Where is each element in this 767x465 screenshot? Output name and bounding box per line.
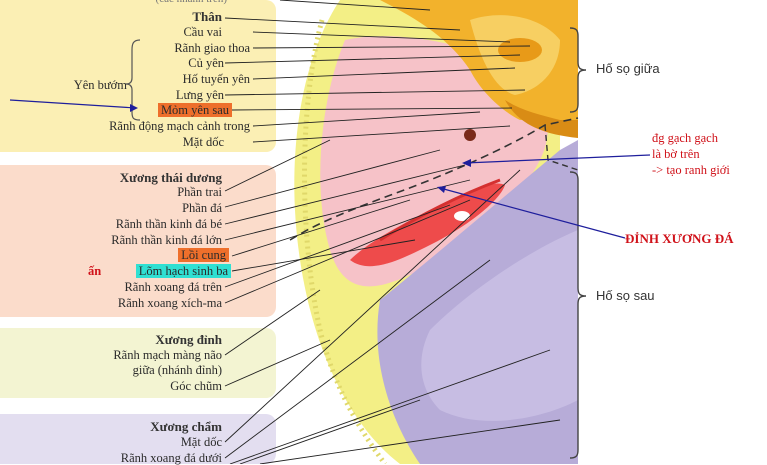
middle-fossa-label: Hố sọ giữa [596,61,660,76]
lung-yen-label: Lưng yên [175,88,224,102]
dorsum-sellae [505,100,578,138]
right-margin [578,0,767,464]
xuong-cham-heading: Xương chẩm [150,419,222,434]
annotation-arrows [9,99,651,239]
note-line-1: đg gạch gạch [652,131,718,145]
hypophyseal-fossa [498,38,542,62]
leader-lines [224,0,561,464]
than-heading: Thân [192,9,222,24]
xuong-dinh-heading: Xương đỉnh [155,332,222,347]
rim-texture [302,19,388,464]
middle-fossa-bracket [569,27,587,113]
phan-da-label: Phần đá [182,201,222,215]
ranh-tk-da-be-label: Rãnh thần kinh đá bé [115,217,222,231]
ranh-giao-thoa-label: Rãnh giao thoa [174,41,250,55]
dashed-boundary [289,117,579,241]
temporal-panel [0,165,276,317]
petrous-foramen [454,211,470,221]
yen-buom-label: Yên bướm [73,78,127,92]
ho-tuyen-yen-label: Hố tuyến yên [182,72,250,86]
petrous-ridge [350,183,505,267]
mat-doc-2-label: Mặt dốc [180,435,222,449]
giua-nhanh-dinh-label: giữa (nhánh đỉnh) [132,363,222,377]
ranh-xoang-da-duoi-label: Rãnh xoang đá dưới [120,451,222,465]
note-line-2: là bờ trên [652,147,700,161]
mat-doc-label: Mặt dốc [182,135,224,149]
yen-buom-brace [125,39,141,121]
occipital-highlight [421,230,578,421]
posterior-fossa-label: Hố sọ sau [596,288,655,303]
parietal-panel [0,328,276,398]
dinh-xuong-da-label: ĐỈNH XƯƠNG ĐÁ [625,231,734,246]
top-cut-label: (các nhánh trên) [156,0,227,6]
foramen-dot [464,129,476,141]
ranh-xoang-da-tren-label: Rãnh xoang đá trên [124,280,222,294]
ranh-mach-mang-nao-label: Rãnh mạch màng não [113,348,222,362]
temporal-squama [320,36,548,287]
ranh-xoang-xich-ma-label: Rãnh xoang xích-ma [117,296,222,310]
xuong-thai-duong-heading: Xương thái dương [119,170,222,185]
cu-yen-label: Củ yên [188,56,224,70]
phan-trai-label: Phần trai [177,185,222,199]
posterior-fossa-bracket [569,171,587,459]
sphenoid-panel [0,0,276,152]
an-label: ấn [88,264,102,278]
cau-vai-label: Cầu vai [183,25,222,39]
ranh-tk-da-lon-label: Rãnh thần kinh đá lớn [111,233,222,247]
lom-hach-sinh-ba-label: Lõm hạch sinh ba [135,264,231,278]
loi-cung-label: Lồi cung [178,248,229,262]
occipital-panel [0,414,276,464]
mom-yen-sau-label: Mỏm yên sau [157,103,232,117]
goc-chum-label: Góc chũm [170,379,222,393]
ranh-dong-mach-label: Rãnh động mạch cảnh trong [109,119,250,133]
note-line-3: -> tạo ranh giới [652,163,730,177]
